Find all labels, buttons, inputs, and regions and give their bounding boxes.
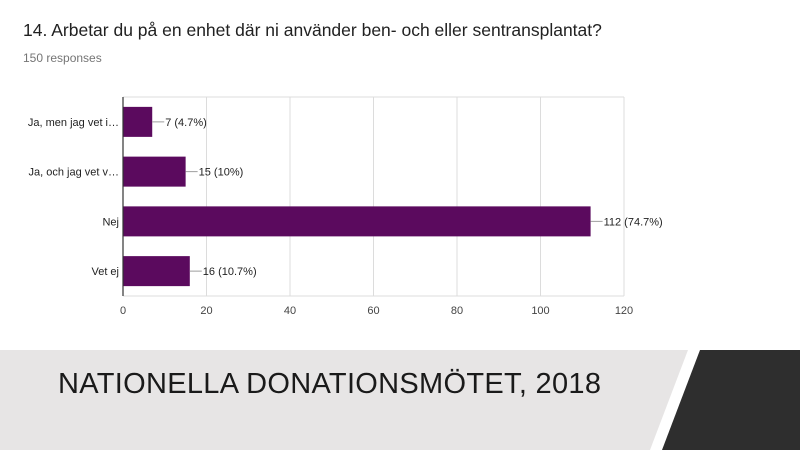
- category-label: Ja, och jag vet v…: [29, 167, 120, 179]
- x-tick-label: 100: [531, 305, 549, 317]
- bar: [123, 106, 153, 137]
- x-tick-label: 120: [615, 305, 633, 317]
- bar: [123, 206, 591, 237]
- bar-chart: 0 20 40 60 80 100 120 Ja, men jag vet i… 7 (4.7%…: [28, 96, 663, 317]
- category-label: Ja, men jag vet i…: [28, 117, 119, 129]
- data-label: 112 (74.7%): [604, 216, 663, 228]
- x-tick-label: 40: [284, 305, 296, 317]
- chart-title: 14. Arbetar du på en enhet där ni använd…: [23, 20, 602, 40]
- footer-title: NATIONELLA DONATIONSMÖTET, 2018: [58, 368, 602, 400]
- x-tick-label: 20: [200, 305, 212, 317]
- x-tick-label: 60: [367, 305, 379, 317]
- data-label: 7 (4.7%): [165, 117, 207, 129]
- response-count: 150 responses: [23, 51, 102, 65]
- category-label: Nej: [102, 216, 119, 228]
- data-label: 15 (10%): [199, 167, 244, 179]
- bar: [123, 256, 190, 287]
- footer-dark-band: [650, 350, 800, 450]
- category-label: Vet ej: [91, 266, 119, 278]
- data-label: 16 (10.7%): [203, 266, 257, 278]
- x-tick-label: 0: [120, 305, 126, 317]
- x-tick-label: 80: [451, 305, 463, 317]
- bar: [123, 156, 186, 187]
